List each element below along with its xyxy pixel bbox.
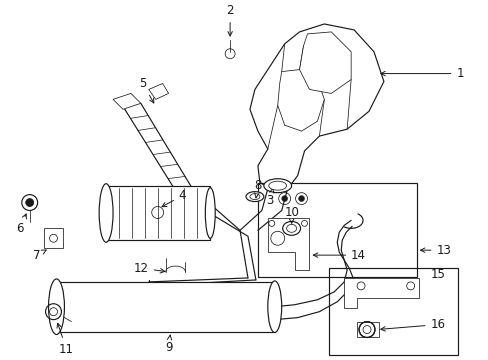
Polygon shape (299, 32, 350, 93)
Ellipse shape (264, 179, 291, 193)
Text: 2: 2 (226, 4, 233, 36)
Ellipse shape (48, 279, 64, 334)
Ellipse shape (268, 181, 286, 190)
Polygon shape (277, 69, 324, 131)
Text: 12: 12 (134, 261, 164, 275)
Text: 3: 3 (265, 188, 273, 207)
Circle shape (281, 195, 287, 202)
Polygon shape (267, 219, 309, 270)
Ellipse shape (99, 184, 113, 242)
Polygon shape (344, 278, 418, 308)
Text: 4: 4 (162, 189, 186, 207)
Text: 6: 6 (16, 214, 26, 235)
Polygon shape (43, 228, 63, 248)
Text: 16: 16 (380, 318, 445, 331)
Ellipse shape (205, 188, 215, 238)
Polygon shape (249, 24, 383, 189)
Bar (106, 186, 210, 240)
Text: 14: 14 (313, 249, 366, 262)
Bar (57, 282, 274, 332)
Circle shape (298, 195, 304, 202)
Bar (328, 268, 457, 355)
Text: 1: 1 (380, 67, 463, 80)
Text: 10: 10 (284, 206, 299, 223)
Ellipse shape (245, 192, 264, 202)
Text: 7: 7 (33, 249, 46, 262)
Bar (257, 183, 416, 277)
Text: 5: 5 (139, 77, 154, 103)
Text: 15: 15 (429, 269, 445, 282)
Polygon shape (148, 84, 168, 99)
Ellipse shape (282, 221, 300, 235)
Text: 11: 11 (57, 323, 74, 356)
Circle shape (26, 199, 34, 207)
Ellipse shape (267, 281, 281, 333)
Bar (356, 321, 378, 337)
Polygon shape (113, 93, 141, 109)
Text: 13: 13 (420, 244, 450, 257)
Text: 9: 9 (164, 335, 172, 354)
Text: 8: 8 (254, 179, 261, 198)
